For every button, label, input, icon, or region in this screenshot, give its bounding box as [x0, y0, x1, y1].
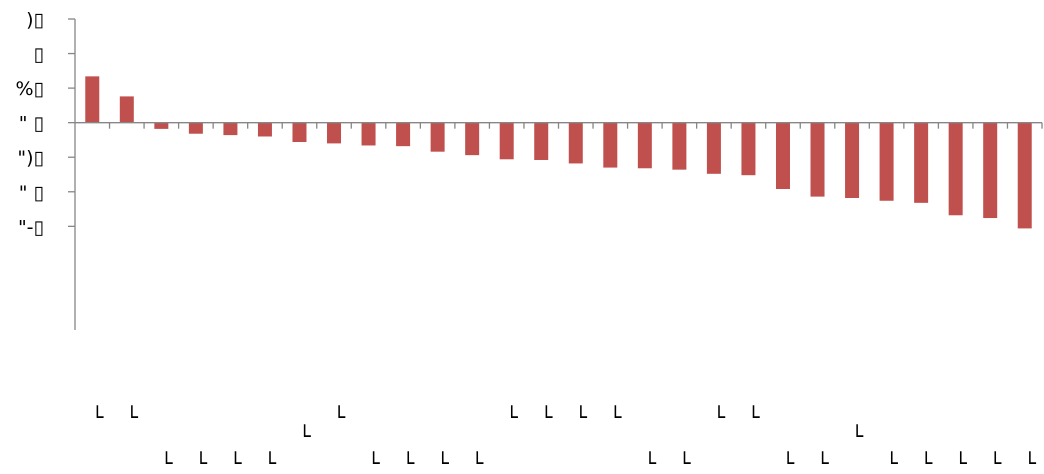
- bar: [85, 76, 100, 123]
- y-tick-label: )▯: [26, 9, 44, 31]
- y-tick-label: "-▯: [18, 216, 44, 238]
- bar: [810, 122, 825, 197]
- x-tick-label: └: [575, 405, 588, 429]
- x-tick-label: └: [1024, 451, 1037, 474]
- bar: [637, 122, 652, 169]
- bars-group: [85, 76, 1032, 229]
- x-tick-label: └: [782, 451, 795, 474]
- x-tick-label: └: [298, 424, 311, 448]
- bar: [534, 122, 549, 160]
- x-tick-label: └: [886, 451, 899, 474]
- bar: [914, 122, 929, 203]
- bar: [257, 122, 272, 137]
- axes-group: [74, 19, 1042, 330]
- bar: [154, 122, 169, 129]
- x-tick-label: └: [160, 451, 173, 474]
- bar: [499, 122, 514, 160]
- y-tick-label: %▯: [15, 78, 44, 100]
- x-tick-label: └: [506, 405, 519, 429]
- y-tick-label: ")▯: [17, 147, 44, 169]
- bar: [119, 96, 134, 123]
- bar: [568, 122, 583, 164]
- bar: [361, 122, 376, 146]
- x-tick-label: └: [368, 451, 381, 474]
- bar: [223, 122, 238, 136]
- x-tick-label: └: [713, 405, 726, 429]
- bar: [948, 122, 963, 216]
- x-tick-label: └: [540, 405, 553, 429]
- bar: [292, 122, 307, 143]
- x-tick-label: └: [920, 451, 933, 474]
- y-tick-label: ▯: [34, 44, 44, 66]
- bar: [672, 122, 687, 170]
- x-tick-label: └: [989, 451, 1002, 474]
- bar: [879, 122, 894, 201]
- x-axis-ticks: [108, 122, 1043, 129]
- x-tick-label: └: [678, 451, 691, 474]
- x-tick-label: └: [264, 451, 277, 474]
- x-tick-label: └: [91, 405, 104, 429]
- x-axis-labels: └ └ └ └ └ └ └ └ └ └ └ └ └ └ └ └ └ └ └ └ └ └ └ └ └ └ └ └: [91, 405, 1036, 474]
- bar: [327, 122, 342, 144]
- x-tick-label: └: [609, 405, 622, 429]
- x-tick-label: └: [816, 451, 829, 474]
- x-tick-label: └: [747, 405, 760, 429]
- x-tick-label: └: [471, 451, 484, 474]
- bar: [983, 122, 998, 219]
- y-axis-ticks: )▯ ▯ %▯ " ▯ ")▯ " ▯ "-▯: [15, 9, 75, 238]
- bar: [741, 122, 756, 176]
- x-tick-label: └: [851, 424, 864, 448]
- x-tick-label: └: [126, 405, 139, 429]
- x-tick-label: └: [195, 451, 208, 474]
- x-tick-label: └: [229, 451, 242, 474]
- bar: [603, 122, 618, 168]
- bar: [465, 122, 480, 156]
- bar: [188, 122, 203, 134]
- x-tick-label: └: [955, 451, 968, 474]
- bar: [845, 122, 860, 198]
- y-tick-label: " ▯: [19, 113, 44, 135]
- bar: [396, 122, 411, 147]
- bar: [706, 122, 721, 174]
- bar: [775, 122, 790, 190]
- y-tick-label: " ▯: [19, 182, 44, 204]
- bar: [430, 122, 445, 152]
- x-tick-label: └: [402, 451, 415, 474]
- bar: [1017, 122, 1032, 229]
- x-tick-label: └: [437, 451, 450, 474]
- x-tick-label: └: [333, 405, 346, 429]
- x-tick-label: └: [644, 451, 657, 474]
